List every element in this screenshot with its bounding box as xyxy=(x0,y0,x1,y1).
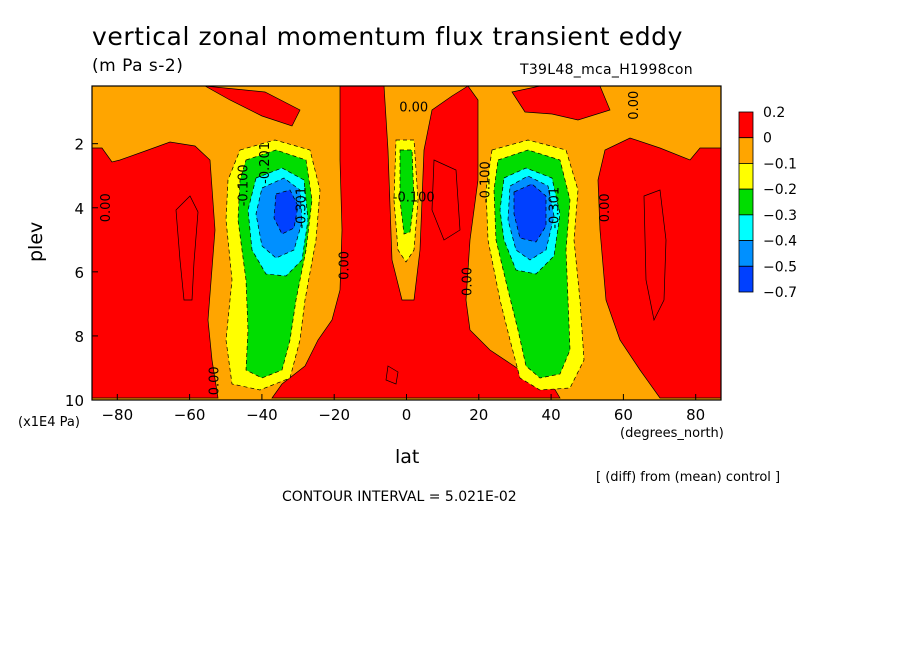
colorbar-swatch xyxy=(738,188,754,216)
region-green-eq xyxy=(399,149,415,235)
y-axis: 2 4 6 8 10 xyxy=(65,136,98,410)
contour-label: 0.00 xyxy=(399,101,428,116)
diff-note: [ (diff) from (mean) control ] xyxy=(596,470,781,485)
contour-label: 0.00 xyxy=(338,251,353,280)
x-tick-label: 40 xyxy=(542,406,561,424)
x-tick-label: 20 xyxy=(469,406,488,424)
colorbar: 0.2 0 −0.1 −0.2 −0.3 −0.4 −0.5 −0.7 xyxy=(738,105,797,301)
x-tick-label: −60 xyxy=(174,406,206,424)
contour-sh-inner xyxy=(175,195,199,301)
x-tick-label: −20 xyxy=(318,406,350,424)
contour-label: 0.00 xyxy=(598,193,613,222)
contour-label: -0.301 xyxy=(294,187,309,229)
colorbar-label: −0.5 xyxy=(763,259,797,275)
x-axis-label: lat xyxy=(395,446,420,468)
colorbar-label: −0.4 xyxy=(763,234,797,250)
colorbar-swatch xyxy=(738,111,754,139)
region-red-nh-top xyxy=(511,86,611,121)
y-tick-label: 2 xyxy=(74,136,84,154)
x-axis: −80 −60 −40 −20 0 20 40 60 80 xyxy=(101,394,705,424)
colorbar-label: 0 xyxy=(763,131,772,147)
y-tick-label: 10 xyxy=(65,392,84,410)
region-red-sh-high-lat xyxy=(92,141,219,399)
region-red-sh-top xyxy=(204,86,301,127)
colorbar-label: −0.2 xyxy=(763,182,797,198)
x-tick-label: −80 xyxy=(101,406,133,424)
contour-labels: 0.00 0.00 -0.100 -0.201 -0.301 0.00 0.00 -0.100… xyxy=(99,91,642,396)
chart-title: vertical zonal momentum flux transient e… xyxy=(92,22,684,51)
contour-label: -0.100 xyxy=(393,190,435,205)
colorbar-label: −0.1 xyxy=(763,156,797,172)
colorbar-label: −0.3 xyxy=(763,208,797,224)
region-red-center xyxy=(271,86,561,399)
colorbar-label: −0.7 xyxy=(763,285,797,301)
colorbar-swatch xyxy=(738,214,754,241)
contour-center-inner xyxy=(431,159,461,241)
contour-label: 0.00 xyxy=(461,267,476,296)
contour-label: -0.201 xyxy=(258,142,273,184)
contour-label: 0.00 xyxy=(627,91,642,120)
contour-label: 0.00 xyxy=(99,193,114,222)
y-tick-label: 8 xyxy=(74,328,84,346)
run-name: T39L48_mca_H1998con xyxy=(520,62,693,78)
y-axis-unit: (x1E4 Pa) xyxy=(18,415,80,430)
colorbar-swatch xyxy=(738,265,754,293)
colorbar-swatch xyxy=(738,163,754,190)
region-darkblue-nh xyxy=(513,183,547,243)
x-tick-label: 80 xyxy=(686,406,705,424)
colorbar-label: 0.2 xyxy=(763,105,785,121)
y-tick-label: 6 xyxy=(74,264,84,282)
contour-label: -0.100 xyxy=(236,164,251,206)
contour-label: -0.100 xyxy=(479,161,494,203)
x-tick-label: 60 xyxy=(614,406,633,424)
contour-nh-inner xyxy=(643,189,667,322)
contour-center-small xyxy=(385,365,399,385)
colorbar-swatch xyxy=(738,137,754,164)
x-tick-label: −40 xyxy=(246,406,278,424)
y-axis-label: plev xyxy=(25,221,47,262)
contour-interval: CONTOUR INTERVAL = 5.021E-02 xyxy=(282,489,517,505)
contour-label: 0.00 xyxy=(208,366,223,395)
chart-units: (m Pa s-2) xyxy=(92,56,184,76)
region-red-nh-high-lat xyxy=(597,137,721,399)
colorbar-swatch xyxy=(738,240,754,267)
plot-area xyxy=(92,86,721,400)
contour-label: -0.301 xyxy=(547,187,562,229)
region-darkblue-sh xyxy=(273,189,299,235)
y-tick-label: 4 xyxy=(74,200,84,218)
x-axis-unit: (degrees_north) xyxy=(620,426,724,441)
x-tick-label: 0 xyxy=(402,406,412,424)
